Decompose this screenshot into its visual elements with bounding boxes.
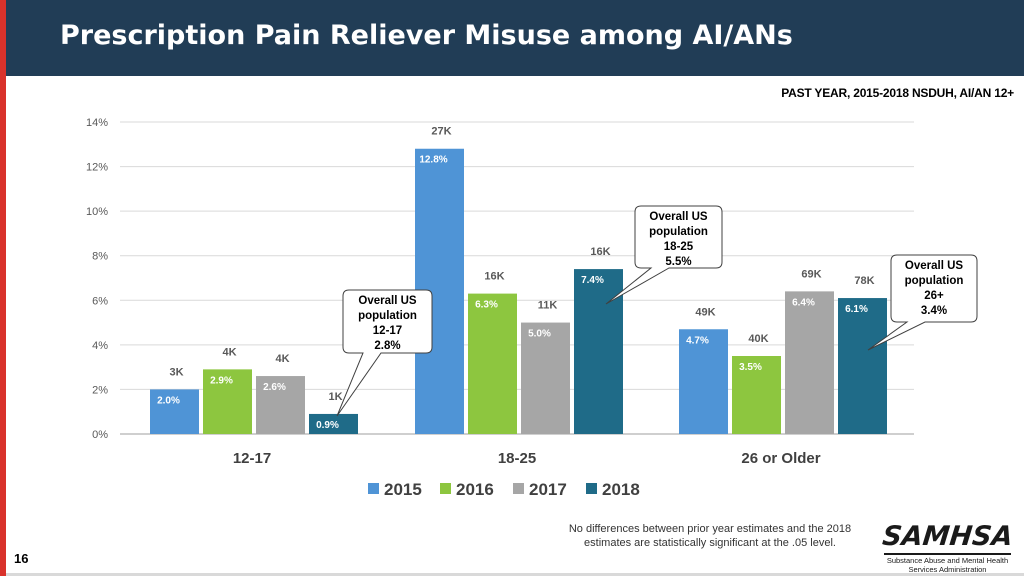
title-bar (6, 0, 1024, 76)
y-tick-label: 14% (86, 117, 108, 129)
bar (679, 329, 728, 434)
page-title: Prescription Pain Reliever Misuse among … (60, 20, 793, 51)
category-label: 12-17 (233, 450, 271, 467)
bar (838, 298, 887, 434)
callout-text: 18-25 (664, 241, 694, 253)
callout-text: Overall US (905, 260, 963, 272)
bar-count-label: 4K (222, 346, 236, 358)
y-tick-label: 12% (86, 162, 108, 174)
bar (203, 369, 252, 434)
left-accent-stripe (0, 0, 6, 576)
footnote: No differences between prior year estima… (568, 523, 852, 549)
bar-count-label: 78K (854, 275, 874, 287)
callout-text: 5.5% (665, 256, 691, 268)
legend-label: 2015 (384, 480, 422, 499)
callout-text: Overall US (649, 211, 707, 223)
y-tick-label: 0% (92, 429, 108, 441)
category-label: 18-25 (498, 450, 536, 467)
bar-value-label: 6.1% (845, 304, 868, 315)
callout-text: population (649, 226, 708, 238)
bar-value-label: 7.4% (581, 275, 604, 286)
bar-value-label: 0.9% (316, 420, 339, 431)
chart-subtitle: PAST YEAR, 2015-2018 NSDUH, AI/AN 12+ (781, 86, 1014, 100)
legend-swatch (586, 483, 597, 494)
bar-count-label: 49K (695, 306, 715, 318)
category-label: 26 or Older (741, 450, 820, 467)
legend-swatch (513, 483, 524, 494)
bar (521, 322, 570, 434)
bar-count-label: 40K (748, 333, 768, 345)
y-tick-label: 2% (92, 384, 108, 396)
bar (732, 356, 781, 434)
bar-value-label: 4.7% (686, 335, 709, 346)
y-tick-label: 6% (92, 295, 108, 307)
bar (468, 293, 517, 434)
bar-value-label: 3.5% (739, 362, 762, 373)
bar-count-label: 1K (328, 391, 342, 403)
legend-label: 2016 (456, 480, 494, 499)
callout-box (336, 289, 433, 417)
callout-box (867, 254, 978, 351)
logo-wordmark: SAMHSA (880, 521, 1015, 552)
bar-count-label: 69K (801, 268, 821, 280)
bar-count-label: 16K (590, 246, 610, 258)
callout-text: 26+ (924, 290, 944, 302)
bar-value-label: 6.3% (475, 300, 498, 311)
y-tick-label: 8% (92, 251, 108, 263)
bar (256, 376, 305, 434)
bar-value-label: 6.4% (792, 297, 815, 308)
logo-subtitle: Substance Abuse and Mental Health Servic… (886, 556, 1009, 574)
bar-value-label: 2.9% (210, 375, 233, 386)
callout-text: population (358, 310, 417, 322)
bar-value-label: 2.0% (157, 395, 180, 406)
bar-count-label: 16K (484, 271, 504, 283)
legend-swatch (368, 483, 379, 494)
bar-count-label: 4K (275, 353, 289, 365)
samhsa-logo: SAMHSA Substance Abuse and Mental Health… (880, 521, 1015, 574)
bar-value-label: 12.8% (419, 155, 447, 166)
bar (574, 269, 623, 434)
bar-count-label: 27K (431, 126, 451, 138)
y-tick-label: 10% (86, 206, 108, 218)
bar (150, 389, 199, 434)
legend-swatch (440, 483, 451, 494)
callout-box (605, 205, 723, 305)
legend-label: 2018 (602, 480, 640, 499)
logo-rule (884, 553, 1011, 555)
callout-text: 12-17 (373, 325, 402, 337)
page-number: 16 (14, 551, 29, 566)
bar-count-label: 11K (538, 300, 558, 312)
bar (785, 291, 834, 434)
bar-count-label: 3K (169, 366, 183, 378)
bottom-rule (6, 573, 1024, 576)
legend-label: 2017 (529, 480, 567, 499)
callout-text: 3.4% (921, 305, 947, 317)
bar-value-label: 5.0% (528, 329, 551, 340)
y-tick-label: 4% (92, 340, 108, 352)
bar-value-label: 2.6% (263, 382, 286, 393)
callout-text: 2.8% (374, 340, 400, 352)
callout-text: Overall US (358, 295, 416, 307)
callout-text: population (905, 275, 964, 287)
bar (309, 413, 358, 434)
